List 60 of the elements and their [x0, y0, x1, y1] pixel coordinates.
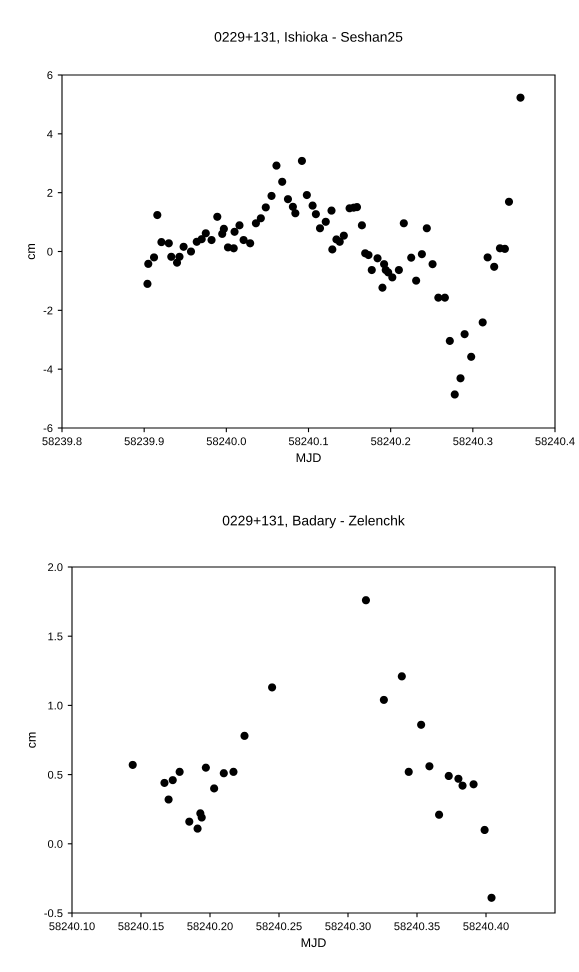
x-tick-label: 58240.25 [256, 922, 302, 930]
point [362, 596, 370, 604]
x-tick-label: 58240.2 [371, 437, 410, 446]
point [164, 795, 173, 804]
point [435, 810, 444, 819]
point [176, 768, 184, 776]
point [268, 683, 276, 692]
point [425, 762, 434, 770]
x-tick-label: 58240.40 [463, 922, 509, 930]
y-tick-label: 0 [47, 248, 53, 256]
x-tick-label: 58240.4 [535, 437, 575, 446]
y-tick-label: 0.5 [48, 770, 63, 779]
y-tick-label: 2.0 [48, 563, 63, 572]
point [160, 778, 169, 787]
y-tick-label: -4 [44, 366, 53, 374]
y-axis-title: cm [28, 244, 36, 260]
chart-title: 0229+131, Badary - Zelenchk [222, 515, 405, 528]
y-tick-label: -2 [44, 306, 52, 314]
point [229, 768, 238, 776]
x-axis-title: MJD [296, 453, 321, 462]
y-tick-label: 4 [47, 130, 53, 138]
point [185, 818, 194, 826]
point [487, 894, 496, 902]
y-tick-label: -6 [44, 424, 52, 432]
x-tick-label: 58240.3 [453, 437, 492, 446]
point [202, 764, 210, 772]
x-tick-label: 58239.8 [42, 437, 82, 446]
point [168, 776, 177, 784]
point [444, 772, 453, 780]
point [210, 784, 218, 792]
point [194, 824, 202, 833]
point [470, 780, 478, 788]
y-tick-label: 1.0 [48, 702, 63, 710]
point [380, 696, 388, 704]
point [398, 672, 406, 680]
x-tick-label: 58239.9 [124, 437, 164, 446]
chart-title: 0229+131, Ishioka - Seshan25 [214, 32, 402, 44]
point [198, 813, 206, 822]
y-tick-label: 0.0 [48, 840, 63, 848]
y-axis-title: cm [28, 732, 36, 748]
point [240, 732, 249, 740]
point [128, 760, 137, 769]
point [480, 826, 489, 834]
x-tick-label: 58240.10 [49, 922, 95, 930]
y-tick-label: -0.5 [44, 909, 63, 918]
x-tick-label: 58240.0 [206, 437, 246, 446]
x-axis-title: MJD [302, 938, 326, 948]
y-tick-label: 1.5 [48, 632, 63, 640]
x-tick-label: 58240.15 [118, 922, 164, 930]
point [417, 720, 426, 729]
point [454, 774, 462, 783]
y-tick-label: 2 [47, 188, 52, 197]
x-tick-label: 58240.35 [394, 922, 440, 930]
y-tick-label: 6 [47, 71, 52, 80]
point [404, 768, 413, 776]
point [458, 782, 467, 790]
x-tick-label: 58240.20 [187, 922, 233, 930]
x-tick-label: 58240.1 [288, 437, 328, 446]
x-tick-label: 58240.30 [325, 922, 371, 930]
point [220, 769, 228, 778]
